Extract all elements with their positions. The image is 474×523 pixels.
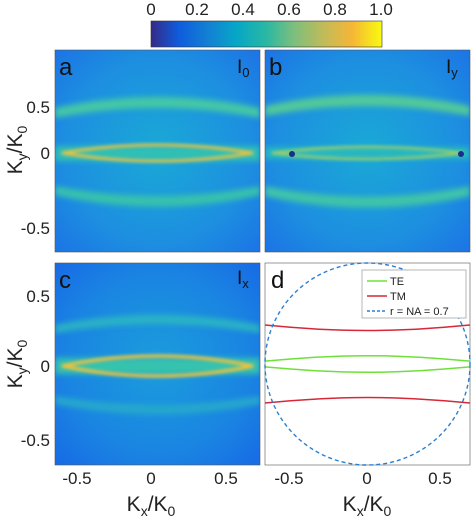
intensity-central-lens: [61, 143, 254, 163]
panel-letter: a: [59, 54, 73, 81]
x-tick-label: -0.5: [62, 469, 91, 488]
x-tick-label: 0.5: [214, 469, 238, 488]
na-circle-series: [264, 262, 471, 466]
intensity-label: Iy: [446, 57, 458, 80]
panel-c: c Ix 0.5 0 -0.5 Ky/K0 -0.5 0 0.5 Kx/K0: [4, 262, 261, 519]
tm-curve-upper: [264, 324, 471, 332]
intensity-dark-spot: [458, 151, 464, 157]
x-axis-label: Kx/K0: [343, 493, 392, 519]
intensity-label: Ix: [237, 268, 249, 291]
tm-curve-lower: [264, 396, 471, 404]
intensity-central-glow: [55, 358, 260, 374]
intensity-band-lower: [55, 186, 260, 207]
x-tick-label: 0: [146, 469, 155, 488]
colorbar-tick: 0: [146, 0, 155, 19]
legend-label-te: TE: [390, 276, 404, 288]
y-tick-label: -0.5: [21, 431, 50, 450]
curves-layer: [264, 262, 471, 466]
colorbar-tick: 0.6: [277, 0, 301, 19]
y-tick-label: 0: [41, 144, 50, 163]
te-curve-upper: [264, 354, 471, 362]
y-tick-label: 0.5: [26, 98, 50, 117]
legend: TE TM r = NA = 0.7: [361, 269, 467, 319]
intensity-label: I0: [237, 57, 250, 80]
colorbar-tick: 0.2: [185, 0, 209, 19]
y-axis-label: Ky/K0: [4, 339, 30, 388]
intensity-dark-spot: [289, 151, 295, 157]
legend-label-na-circle: r = NA = 0.7: [390, 306, 449, 318]
colorbar-tick: 1.0: [369, 0, 393, 19]
intensity-central-glow: [265, 147, 470, 159]
colorbar-gradient: [150, 20, 383, 48]
intensity-band-lower: [55, 396, 260, 414]
colorbar: 0 0.2 0.4 0.6 0.8 1.0: [146, 0, 393, 48]
panel-b: b Iy: [264, 49, 471, 253]
intensity-band-upper: [265, 95, 470, 116]
y-tick-label: 0: [41, 357, 50, 376]
panel-d: d TE TM r = NA = 0.7 -0.5 0 0.5 Kx/K0: [264, 262, 471, 519]
y-tick-label: 0.5: [26, 287, 50, 306]
panel-letter: b: [269, 54, 282, 81]
intensity-central-lens: [61, 354, 254, 378]
legend-label-tm: TM: [390, 291, 406, 303]
intensity-band-lower: [265, 186, 470, 208]
legend-box: [361, 269, 467, 319]
intensity-band-upper: [55, 97, 260, 118]
x-tick-label: 0: [362, 469, 371, 488]
panel-a: a I0 0.5 0 -0.5 Ky/K0: [4, 49, 261, 253]
x-tick-label: -0.5: [274, 469, 303, 488]
x-tick-label: 0.5: [428, 469, 452, 488]
intensity-band-upper: [55, 315, 260, 333]
y-axis-label: Ky/K0: [4, 125, 30, 174]
x-axis-label: Kx/K0: [127, 493, 176, 519]
colorbar-tick: 0.8: [323, 0, 347, 19]
te-curve-lower: [264, 366, 471, 374]
panel-letter: c: [59, 267, 71, 294]
colorbar-tick: 0.4: [231, 0, 255, 19]
panel-letter: d: [271, 267, 284, 294]
y-tick-label: -0.5: [21, 219, 50, 238]
